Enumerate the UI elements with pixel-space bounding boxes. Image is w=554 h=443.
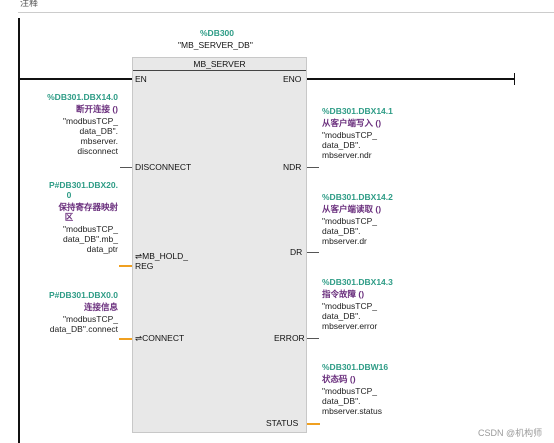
power-rail xyxy=(18,18,20,443)
ndr-wire xyxy=(307,167,319,168)
status-symbol-1: "modbusTCP_ xyxy=(322,386,377,396)
pin-connect[interactable]: ⇌CONNECT xyxy=(135,333,185,343)
mb-hold-comment-1: 保持寄存器映射 xyxy=(58,202,118,212)
connect-address: P#DB301.DBX0.0 xyxy=(49,290,118,300)
disconnect-comment: 断开连接 () xyxy=(75,104,118,114)
status-wire xyxy=(307,423,320,425)
instance-db-name[interactable]: "MB_SERVER_DB" xyxy=(178,40,253,50)
pin-status[interactable]: STATUS xyxy=(266,418,299,428)
network-comment[interactable]: 注释 xyxy=(20,0,39,8)
en-rung xyxy=(18,78,132,80)
connect-symbol-2: data_DB".connect xyxy=(49,324,118,334)
status-address: %DB301.DBW16 xyxy=(322,362,389,372)
pin-mb-hold-line1: ⇌MB_HOLD_ xyxy=(135,251,188,261)
ndr-symbol-1: "modbusTCP_ xyxy=(322,130,377,140)
operand-disconnect[interactable]: %DB301.DBX14.0 断开连接 () "modbusTCP_ data_… xyxy=(20,92,118,156)
mb-hold-symbol-2: data_DB".mb_ xyxy=(63,234,118,244)
status-comment: 状态码 () xyxy=(322,374,356,384)
disconnect-symbol-4: disconnect xyxy=(77,146,118,156)
eno-end-tick xyxy=(514,73,515,85)
pin-error[interactable]: ERROR xyxy=(274,333,305,343)
operand-status[interactable]: %DB301.DBW16 状态码 () "modbusTCP_ data_DB"… xyxy=(322,362,432,416)
status-symbol-3: mbserver.status xyxy=(322,406,382,416)
dr-symbol-3: mbserver.dr xyxy=(322,236,367,246)
disconnect-wire xyxy=(120,167,132,168)
mb-server-block[interactable]: MB_SERVER xyxy=(132,57,307,433)
ndr-address: %DB301.DBX14.1 xyxy=(322,106,393,116)
connect-symbol-1: "modbusTCP_ xyxy=(63,314,118,324)
network-separator xyxy=(18,12,554,13)
instance-db-address[interactable]: %DB300 xyxy=(200,28,235,38)
pin-mb-hold-line2: REG xyxy=(135,261,154,271)
pin-disconnect[interactable]: DISCONNECT xyxy=(135,162,192,172)
pin-en[interactable]: EN xyxy=(135,74,147,84)
error-symbol-3: mbserver.error xyxy=(322,321,378,331)
mb-hold-wire xyxy=(119,265,132,267)
operand-connect[interactable]: P#DB301.DBX0.0 连接信息 "modbusTCP_ data_DB"… xyxy=(20,290,118,334)
connect-comment: 连接信息 xyxy=(83,302,118,312)
mb-hold-address-2: 0 xyxy=(66,190,72,200)
operand-error[interactable]: %DB301.DBX14.3 指令故障 () "modbusTCP_ data_… xyxy=(322,277,432,331)
connect-wire xyxy=(119,338,132,340)
dr-address: %DB301.DBX14.2 xyxy=(322,192,393,202)
dr-symbol-1: "modbusTCP_ xyxy=(322,216,377,226)
eno-rung xyxy=(307,78,515,80)
operand-mb-hold-reg[interactable]: P#DB301.DBX20. 0 保持寄存器映射 区 "modbusTCP_ d… xyxy=(20,180,118,254)
disconnect-symbol-3: mbserver. xyxy=(80,136,118,146)
disconnect-symbol-2: data_DB". xyxy=(79,126,118,136)
block-title: MB_SERVER xyxy=(133,58,306,71)
status-symbol-2: data_DB". xyxy=(322,396,361,406)
operand-ndr[interactable]: %DB301.DBX14.1 从客户端写入 () "modbusTCP_ dat… xyxy=(322,106,432,160)
error-symbol-2: data_DB". xyxy=(322,311,361,321)
dr-comment: 从客户端读取 () xyxy=(322,204,382,214)
error-address: %DB301.DBX14.3 xyxy=(322,277,393,287)
disconnect-symbol-1: "modbusTCP_ xyxy=(63,116,118,126)
operand-dr[interactable]: %DB301.DBX14.2 从客户端读取 () "modbusTCP_ dat… xyxy=(322,192,432,246)
ndr-symbol-3: mbserver.ndr xyxy=(322,150,372,160)
pin-eno[interactable]: ENO xyxy=(283,74,302,84)
mb-hold-symbol-1: "modbusTCP_ xyxy=(63,224,118,234)
ndr-symbol-2: data_DB". xyxy=(322,140,361,150)
pin-ndr[interactable]: NDR xyxy=(283,162,302,172)
pin-mb-hold-reg[interactable]: ⇌MB_HOLD_ REG xyxy=(135,251,188,271)
pin-dr[interactable]: DR xyxy=(290,247,303,257)
disconnect-address: %DB301.DBX14.0 xyxy=(47,92,118,102)
error-wire xyxy=(307,338,319,339)
mb-hold-symbol-3: data_ptr xyxy=(86,244,118,254)
mb-hold-address-1: P#DB301.DBX20. xyxy=(49,180,118,190)
error-symbol-1: "modbusTCP_ xyxy=(322,301,377,311)
ndr-comment: 从客户端写入 () xyxy=(322,118,382,128)
mb-hold-comment-2: 区 xyxy=(64,212,74,222)
dr-symbol-2: data_DB". xyxy=(322,226,361,236)
watermark: CSDN @机构师 xyxy=(478,428,543,438)
dr-wire xyxy=(307,252,319,253)
error-comment: 指令故障 () xyxy=(322,289,365,299)
